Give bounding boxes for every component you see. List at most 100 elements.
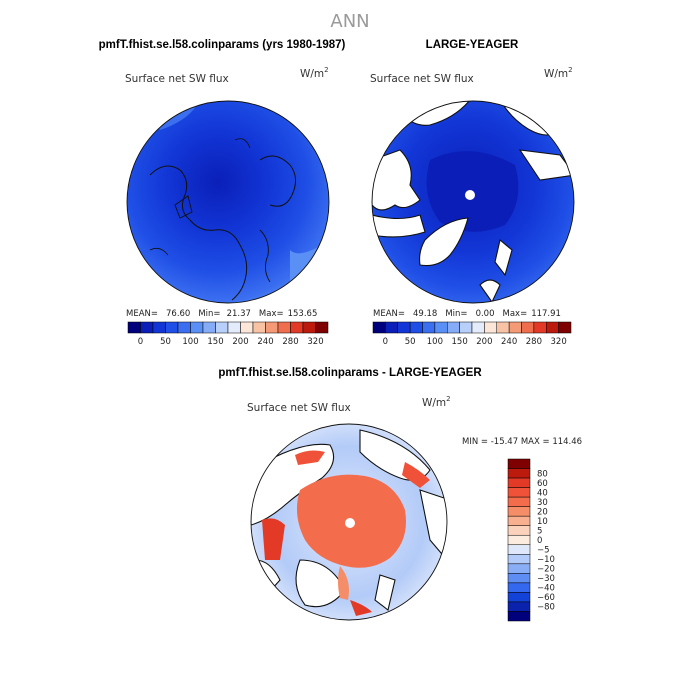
colorbar-diff-tick-label: 0 [537, 536, 542, 546]
colorbar-model-swatch [140, 321, 154, 334]
colorbar-obs-swatch [409, 321, 423, 334]
colorbar-obs-swatch [558, 321, 572, 334]
colorbar-diff-swatch [507, 506, 531, 517]
variable-label-diff: Surface net SW flux [247, 402, 351, 414]
colorbar-model-tick-label: 0 [138, 337, 143, 347]
stats-obs: MEAN= 49.18 Min= 0.00 Max= 117.91 [373, 309, 561, 319]
colorbar-diff-swatch [507, 525, 531, 536]
colorbar-diff-swatch [507, 515, 531, 526]
colorbar-obs-swatch [447, 321, 460, 334]
colorbar-model-swatch [165, 321, 179, 334]
units-label-model: W/m2 [300, 66, 329, 80]
colorbar-model-swatch [315, 321, 329, 334]
colorbar-obs-swatch [546, 321, 559, 334]
panel-title-diff: pmfT.fhist.se.l58.colinparams - LARGE-YE… [218, 367, 482, 379]
colorbar-model: 0 50 100 150 200 240 280 320 [127, 321, 329, 347]
colorbar-diff-tick-label: −10 [537, 555, 555, 565]
colorbar-diff-tick-label: −60 [537, 593, 555, 603]
variable-label-obs: Surface net SW flux [370, 73, 474, 85]
colorbar-obs-tick-label: 240 [501, 337, 517, 347]
colorbar-diff-swatch [507, 534, 531, 546]
colorbar-diff-tick-label: 30 [537, 498, 548, 508]
colorbar-obs-swatch [471, 321, 485, 334]
colorbar-model-swatch [215, 321, 229, 334]
colorbar-diff-swatch [507, 554, 531, 565]
polar-map-obs [371, 100, 575, 304]
colorbar-diff-tick-label: 60 [537, 479, 548, 489]
colorbar-model-tick-label: 320 [307, 337, 323, 347]
colorbar-model-tick-label: 240 [257, 337, 273, 347]
colorbar-diff-swatch [507, 544, 531, 555]
colorbar-model-tick-label: 150 [207, 337, 223, 347]
colorbar-obs: 0 50 100 150 200 240 280 320 [372, 321, 572, 347]
colorbar-diff-swatch [507, 477, 531, 488]
colorbar-model-swatch [277, 321, 291, 334]
colorbar-model-swatch [302, 321, 316, 334]
season-title: ANN [330, 11, 369, 32]
colorbar-obs-tick-label: 0 [383, 337, 388, 347]
colorbar-diff-swatch [507, 582, 531, 593]
colorbar-diff-tick-label: 20 [537, 507, 548, 517]
colorbar-diff-swatch [507, 487, 531, 498]
colorbar-obs-tick-label: 200 [476, 337, 492, 347]
colorbar-obs-tick-label: 280 [526, 337, 542, 347]
colorbar-diff-swatch [507, 611, 531, 622]
colorbar-diff-tick-label: −30 [537, 574, 555, 584]
colorbar-diff-swatch [507, 563, 531, 574]
colorbar-model-swatch [240, 321, 254, 334]
colorbar-model-swatch [227, 321, 241, 334]
colorbar-obs-tick-label: 50 [405, 337, 416, 347]
colorbar-diff-swatch [507, 601, 531, 612]
colorbar-model-swatch [127, 321, 141, 334]
colorbar-model-swatch [190, 321, 204, 334]
colorbar-obs-tick-label: 100 [427, 337, 443, 347]
polar-map-diff [250, 423, 448, 621]
colorbar-diff-tick-label: 40 [537, 488, 548, 498]
colorbar-model-swatch [290, 321, 304, 334]
stats-diff: MIN = -15.47 MAX = 114.46 [462, 437, 582, 447]
colorbar-model-tick-label: 280 [282, 337, 298, 347]
stats-model: MEAN= 76.60 Min= 21.37 Max= 153.65 [126, 309, 317, 319]
colorbar-diff-tick-label: −5 [537, 546, 550, 556]
colorbar-diff-tick-label: 5 [537, 526, 542, 536]
colorbar-diff-swatch [507, 573, 531, 584]
colorbar-obs-swatch [459, 321, 473, 334]
colorbar-model-tick-label: 100 [182, 337, 198, 347]
units-label-obs: W/m2 [544, 66, 573, 80]
colorbar-obs-swatch [372, 321, 386, 334]
colorbar-obs-swatch [434, 321, 448, 334]
variable-label-model: Surface net SW flux [125, 73, 229, 85]
colorbar-model-tick-label: 50 [160, 337, 171, 347]
colorbar-diff-swatch [507, 458, 531, 469]
colorbar-diff-tick-label: −80 [537, 603, 555, 613]
colorbar-obs-swatch [508, 321, 522, 334]
colorbar-model-tick-label: 200 [232, 337, 248, 347]
colorbar-obs-swatch [422, 321, 436, 334]
colorbar-diff-tick-label: −20 [537, 565, 555, 575]
colorbar-diff-tick-label: 80 [537, 469, 548, 479]
colorbar-obs-swatch [496, 321, 510, 334]
colorbar-obs-swatch [385, 321, 398, 334]
panel-title-obs: LARGE-YEAGER [426, 39, 519, 51]
colorbar-diff-tick-label: −40 [537, 584, 555, 594]
colorbar-obs-tick-label: 320 [551, 337, 567, 347]
colorbar-model-swatch [265, 321, 279, 334]
colorbar-obs-tick-label: 150 [452, 337, 468, 347]
colorbar-diff-swatch [507, 592, 531, 603]
colorbar-obs-swatch [521, 321, 535, 334]
colorbar-model-swatch [252, 321, 266, 334]
colorbar-diff-swatch [507, 496, 531, 507]
colorbar-obs-swatch [484, 321, 497, 334]
colorbar-diff-swatch [507, 468, 531, 479]
colorbar-model-swatch [152, 321, 166, 334]
polar-map-model [126, 100, 330, 304]
colorbar-obs-swatch [533, 321, 547, 334]
colorbar-obs-swatch [397, 321, 411, 334]
colorbar-diff-tick-label: 10 [537, 517, 548, 527]
colorbar-model-swatch [177, 321, 191, 334]
panel-title-model: pmfT.fhist.se.l58.colinparams (yrs 1980-… [99, 39, 346, 51]
units-label-diff: W/m2 [422, 395, 451, 409]
colorbar-model-swatch [202, 321, 216, 334]
